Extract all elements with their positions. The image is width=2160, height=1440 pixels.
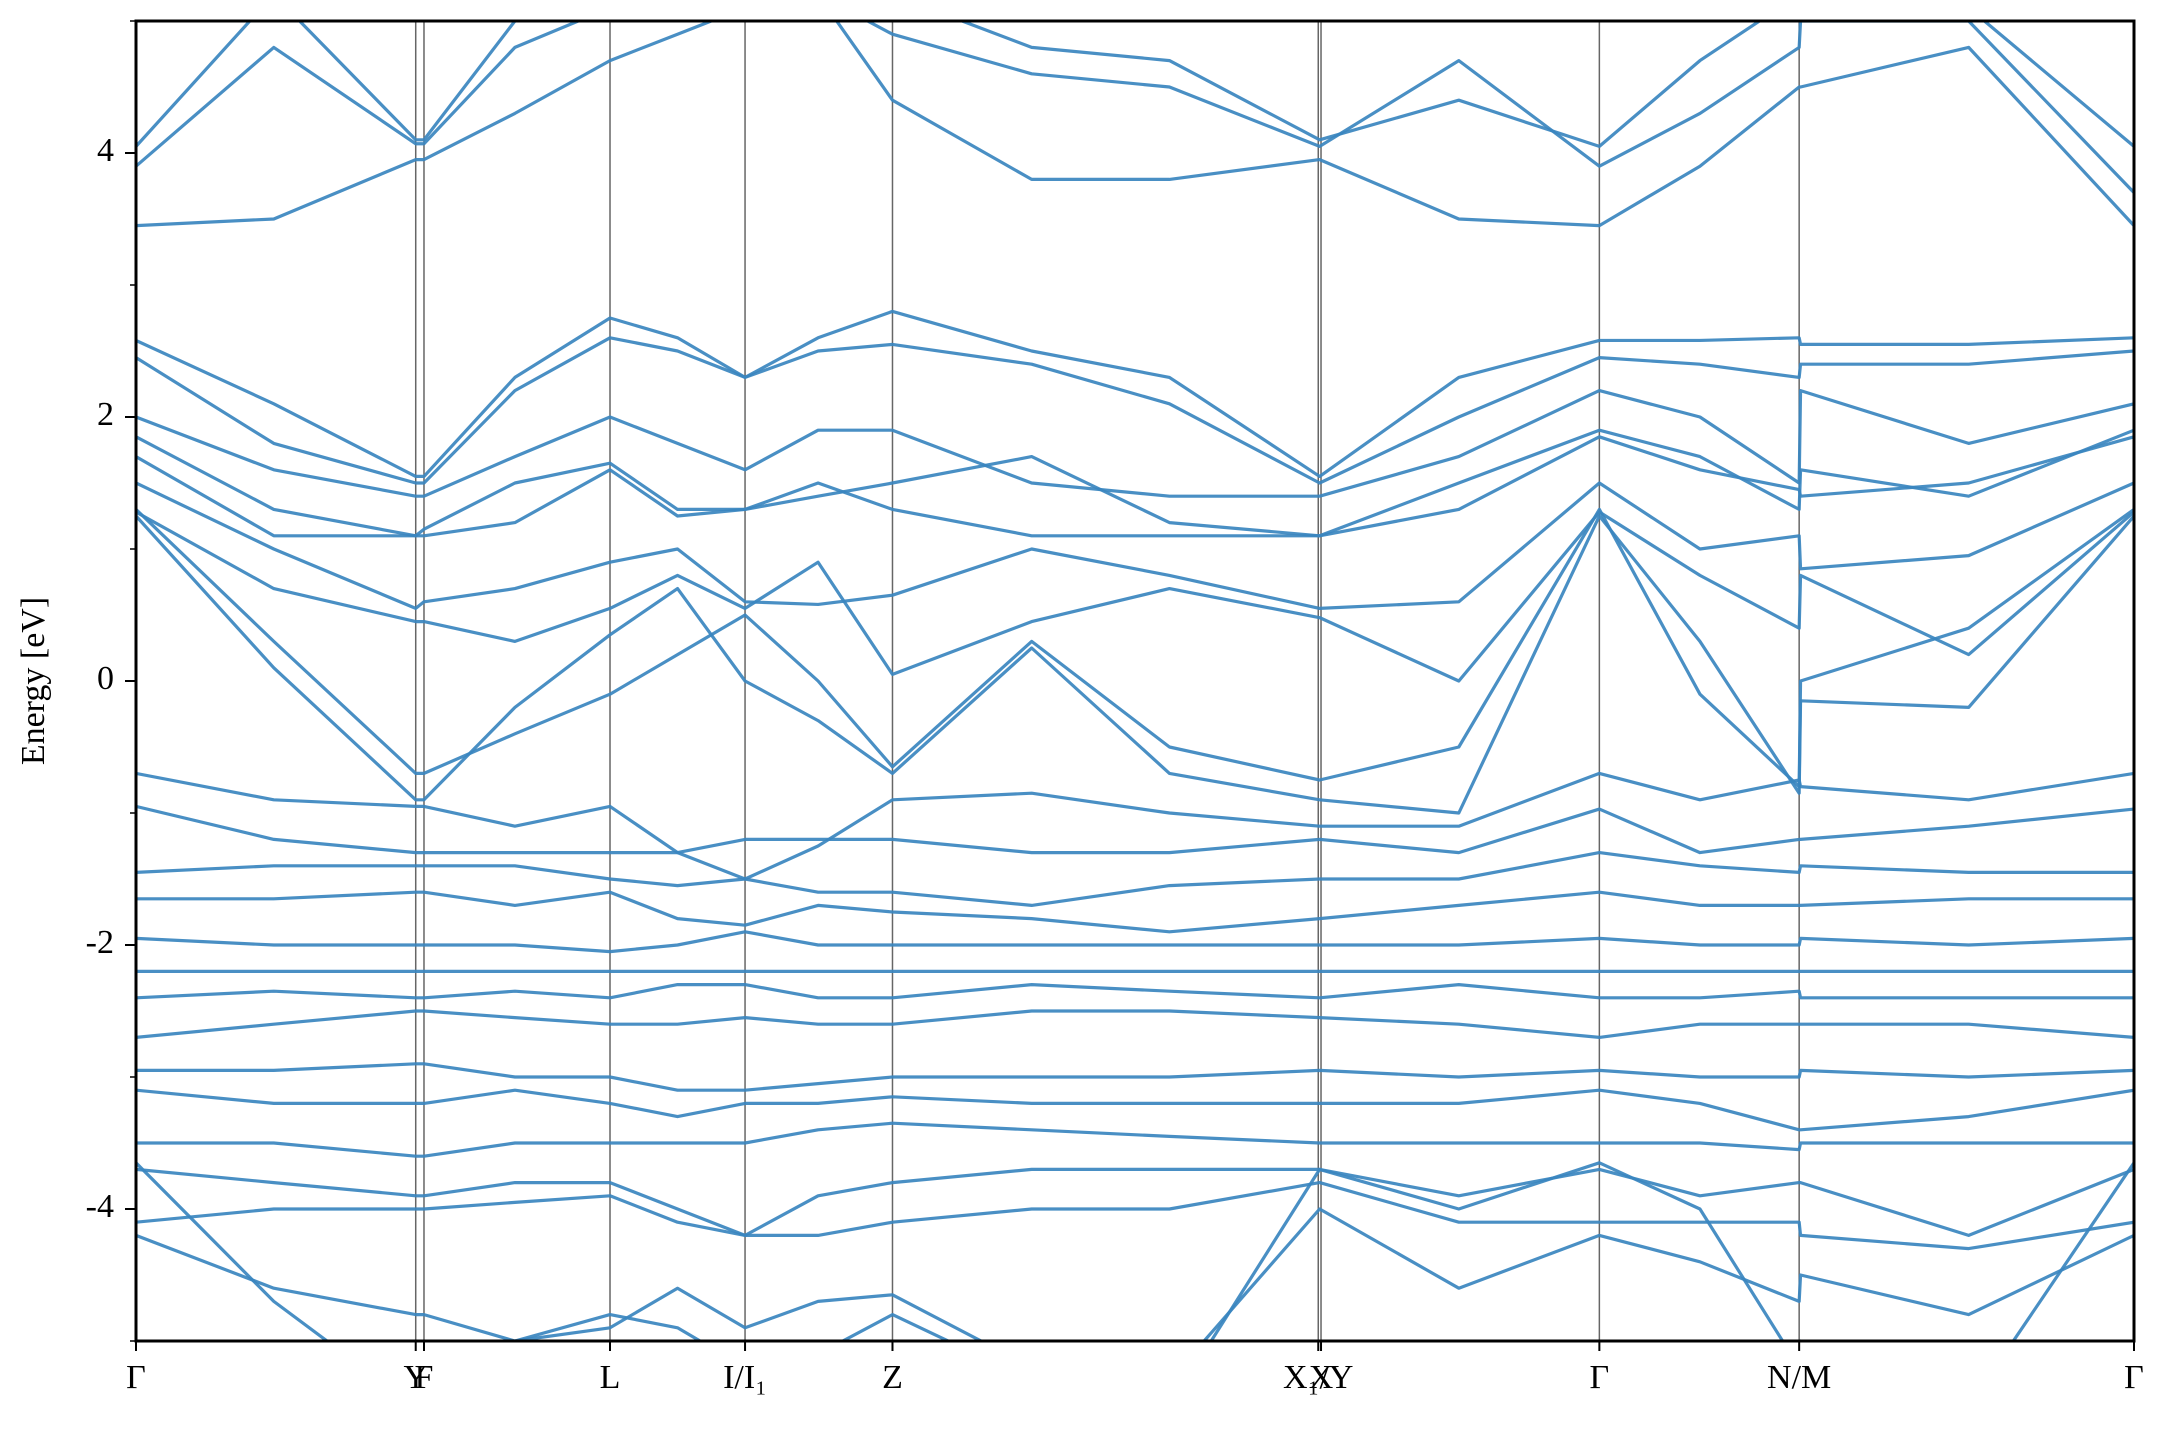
band-line <box>136 481 2134 610</box>
band-line <box>136 1088 2134 1132</box>
x-tick-label: X₁/Y <box>1283 1359 1353 1396</box>
band-line <box>136 435 2134 538</box>
band-line <box>136 21 2134 194</box>
x-tick-label: I/I₁ <box>723 1359 767 1396</box>
x-tick-label: F <box>415 1359 434 1396</box>
band-line <box>136 1167 2134 1237</box>
x-tick-label: L <box>600 1359 621 1396</box>
band-line <box>136 1161 2134 1341</box>
y-tick-label: -2 <box>86 924 114 961</box>
x-tick-label: Z <box>882 1359 903 1396</box>
band-line <box>136 983 2134 1000</box>
band-line <box>136 890 2134 934</box>
band-line <box>136 1181 2134 1251</box>
band-line <box>136 428 2134 538</box>
x-tick-label: Γ <box>126 1359 146 1396</box>
band-line <box>136 21 2134 148</box>
band-line <box>136 21 2134 228</box>
x-tick-label: N/M <box>1767 1359 1831 1396</box>
band-line <box>136 507 2134 789</box>
band-line <box>136 851 2134 907</box>
band-line <box>136 336 2134 485</box>
x-tick-label: Γ <box>1590 1359 1610 1396</box>
band-line <box>136 1207 2134 1341</box>
y-tick-label: 2 <box>97 396 114 433</box>
band-line <box>136 514 2134 815</box>
plot-frame <box>134 19 2136 1343</box>
band-line <box>136 804 2134 855</box>
y-tick-label: 4 <box>97 132 114 169</box>
x-tick-label: X <box>1309 1359 1334 1396</box>
y-tick-label: -4 <box>86 1188 114 1225</box>
band-line <box>136 389 2134 498</box>
band-line <box>136 309 2134 478</box>
band-line <box>136 1062 2134 1092</box>
y-axis-label: Energy [eV] <box>15 597 52 765</box>
band-line <box>136 771 2134 881</box>
band-line <box>136 1009 2134 1039</box>
band-line <box>136 1121 2134 1158</box>
x-tick-label: Y <box>403 1359 428 1396</box>
bands <box>136 21 2134 1341</box>
band-line <box>136 510 2134 683</box>
x-tick-label: Γ <box>2124 1359 2144 1396</box>
band-line <box>136 930 2134 954</box>
y-tick-label: 0 <box>97 660 114 697</box>
